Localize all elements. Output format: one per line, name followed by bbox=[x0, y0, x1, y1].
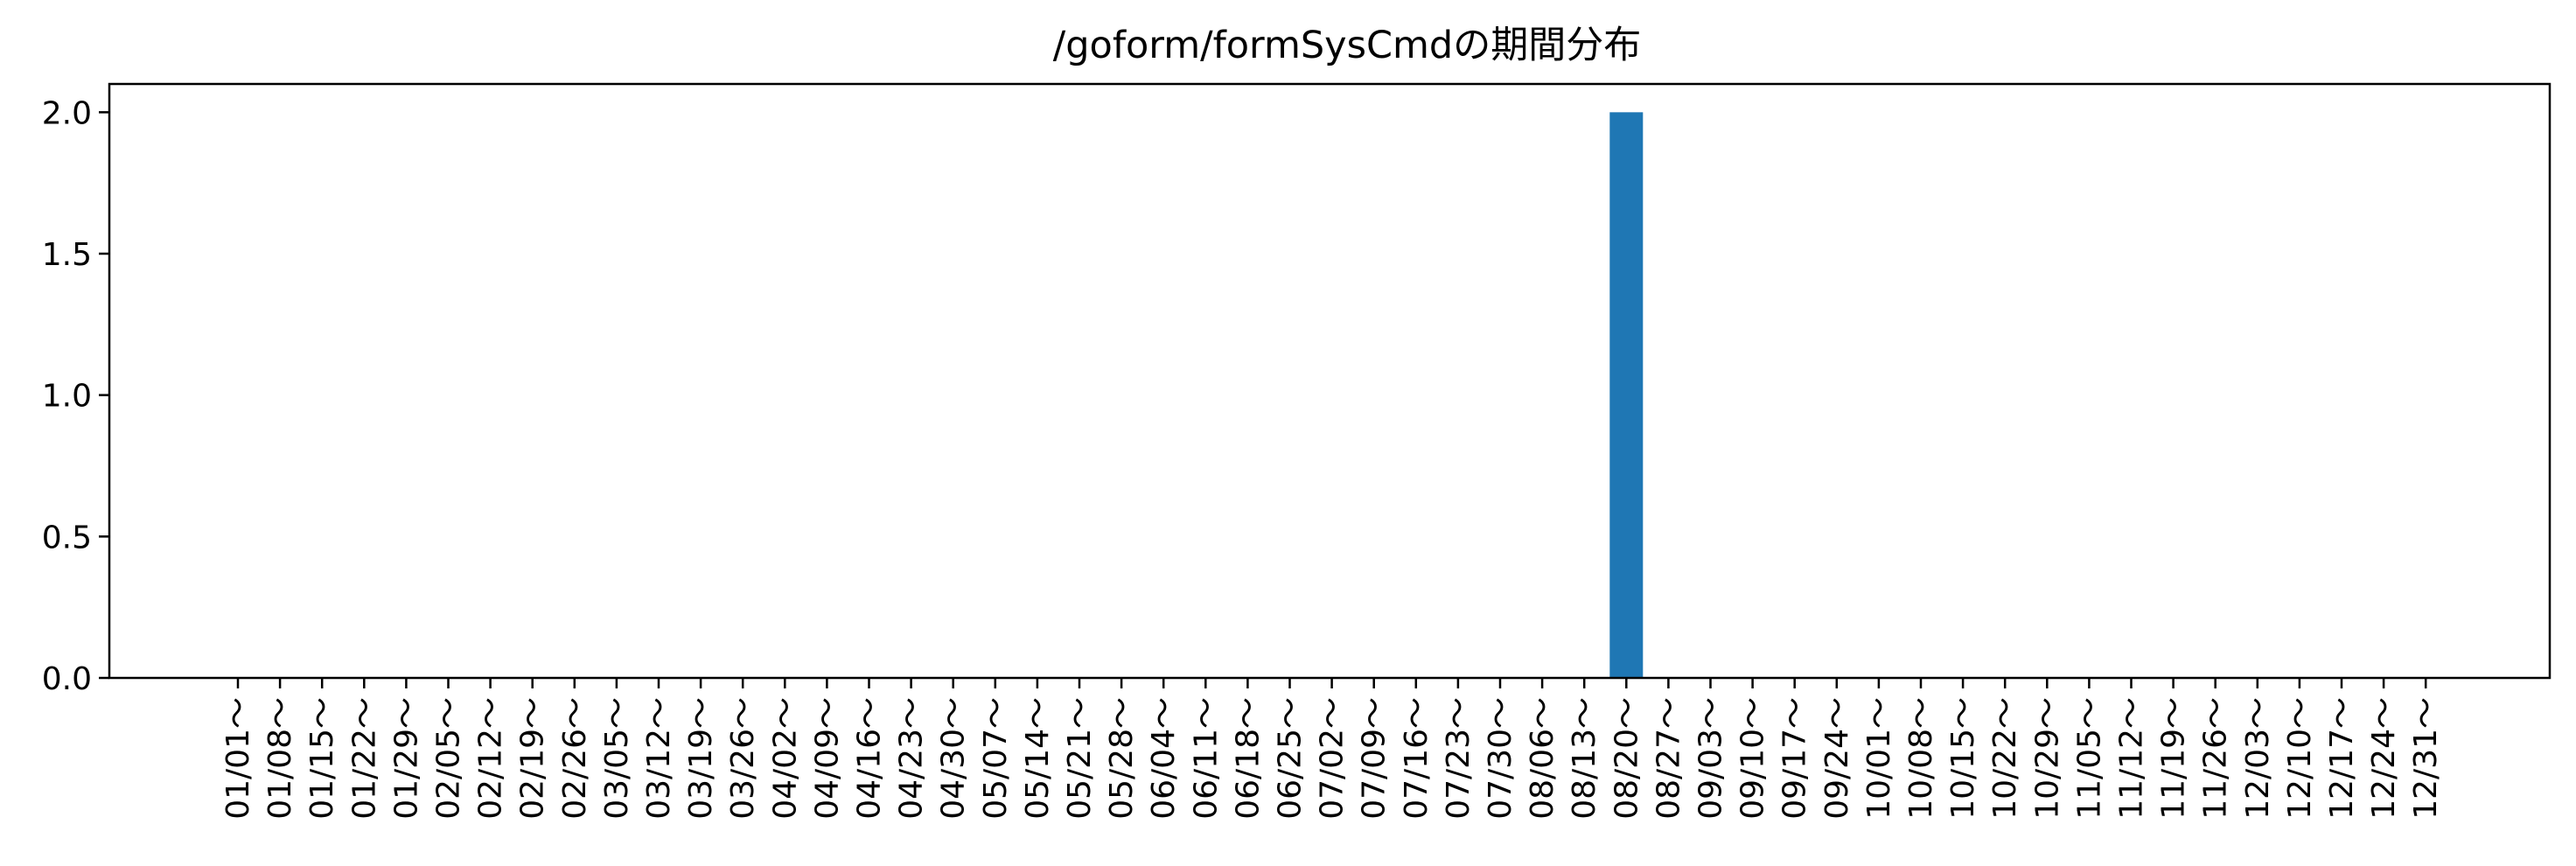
x-tick-label: 05/14～ bbox=[1020, 697, 1056, 820]
x-tick-label: 12/17～ bbox=[2324, 697, 2360, 820]
x-tick-label: 09/03～ bbox=[1693, 697, 1729, 820]
x-tick-label: 11/05～ bbox=[2071, 697, 2107, 820]
y-tick-label: 1.0 bbox=[42, 379, 92, 415]
x-tick-label: 03/12～ bbox=[641, 697, 677, 820]
x-tick-label: 04/09～ bbox=[809, 697, 845, 820]
x-tick-label: 12/24～ bbox=[2366, 697, 2402, 820]
x-tick-label: 05/28～ bbox=[1104, 697, 1140, 820]
x-tick-label: 04/23～ bbox=[894, 697, 930, 820]
x-tick-label: 12/10～ bbox=[2282, 697, 2318, 820]
x-tick-label: 03/26～ bbox=[725, 697, 761, 820]
y-tick-label: 0.0 bbox=[42, 661, 92, 697]
plot-frame bbox=[108, 82, 2552, 680]
x-tick-label: 10/15～ bbox=[1945, 697, 1981, 820]
x-tick-label: 11/26～ bbox=[2198, 697, 2234, 820]
x-tick-label: 09/10～ bbox=[1735, 697, 1771, 820]
x-tick-label: 06/04～ bbox=[1146, 697, 1182, 820]
x-tick-label: 09/24～ bbox=[1819, 697, 1855, 820]
y-tick-label: 1.5 bbox=[42, 237, 92, 273]
x-tick-label: 02/12～ bbox=[473, 697, 509, 820]
x-tick-label: 08/13～ bbox=[1567, 697, 1602, 820]
x-tick-label: 02/05～ bbox=[431, 697, 467, 820]
x-tick-label: 04/30～ bbox=[936, 697, 972, 820]
x-tick-label: 07/09～ bbox=[1357, 697, 1393, 820]
x-tick-label: 05/21～ bbox=[1062, 697, 1098, 820]
x-tick-label: 07/02～ bbox=[1315, 697, 1351, 820]
x-tick-label: 12/03～ bbox=[2240, 697, 2276, 820]
y-tick-label: 2.0 bbox=[42, 95, 92, 131]
x-tick-label: 08/20～ bbox=[1609, 697, 1644, 820]
x-tick-label: 07/30～ bbox=[1483, 697, 1518, 820]
x-tick-label: 01/01～ bbox=[220, 697, 256, 820]
x-tick-label: 01/29～ bbox=[388, 697, 424, 820]
chart-title: /goform/formSysCmdの期間分布 bbox=[1053, 24, 1641, 67]
y-tick-label: 0.5 bbox=[42, 520, 92, 555]
x-tick-label: 12/31～ bbox=[2408, 697, 2444, 820]
x-tick-label: 02/19～ bbox=[515, 697, 551, 820]
x-tick-label: 01/08～ bbox=[262, 697, 298, 820]
x-tick-label: 01/22～ bbox=[346, 697, 382, 820]
x-tick-label: 07/16～ bbox=[1399, 697, 1435, 820]
x-tick-label: 08/27～ bbox=[1651, 697, 1686, 820]
x-tick-label: 10/01～ bbox=[1861, 697, 1897, 820]
x-tick-label: 05/07～ bbox=[978, 697, 1014, 820]
x-tick-label: 06/18～ bbox=[1230, 697, 1266, 820]
plot-area: 0.00.51.01.52.001/01～ 01/08～ 01/15～ 01/22～ 0… bbox=[42, 95, 2444, 819]
x-tick-label: 07/23～ bbox=[1441, 697, 1476, 820]
x-tick-label: 09/17～ bbox=[1777, 697, 1813, 820]
x-tick-label: 10/22～ bbox=[1987, 697, 2023, 820]
x-tick-label: 03/19～ bbox=[683, 697, 719, 820]
x-tick-label: 06/25～ bbox=[1273, 697, 1309, 820]
x-tick-label: 10/29～ bbox=[2029, 697, 2065, 820]
x-tick-label: 11/19～ bbox=[2156, 697, 2192, 820]
x-tick-label: 06/11～ bbox=[1188, 697, 1224, 820]
x-tick-label: 04/16～ bbox=[852, 697, 888, 820]
x-tick-label: 10/08～ bbox=[1903, 697, 1939, 820]
x-tick-label: 11/12～ bbox=[2114, 697, 2150, 820]
x-tick-label: 02/26～ bbox=[557, 697, 593, 820]
x-tick-label: 08/06～ bbox=[1525, 697, 1560, 820]
x-tick-label: 04/02～ bbox=[767, 697, 803, 820]
x-tick-label: 03/05～ bbox=[599, 697, 635, 820]
bar bbox=[1609, 112, 1644, 679]
x-tick-label: 01/15～ bbox=[304, 697, 340, 820]
